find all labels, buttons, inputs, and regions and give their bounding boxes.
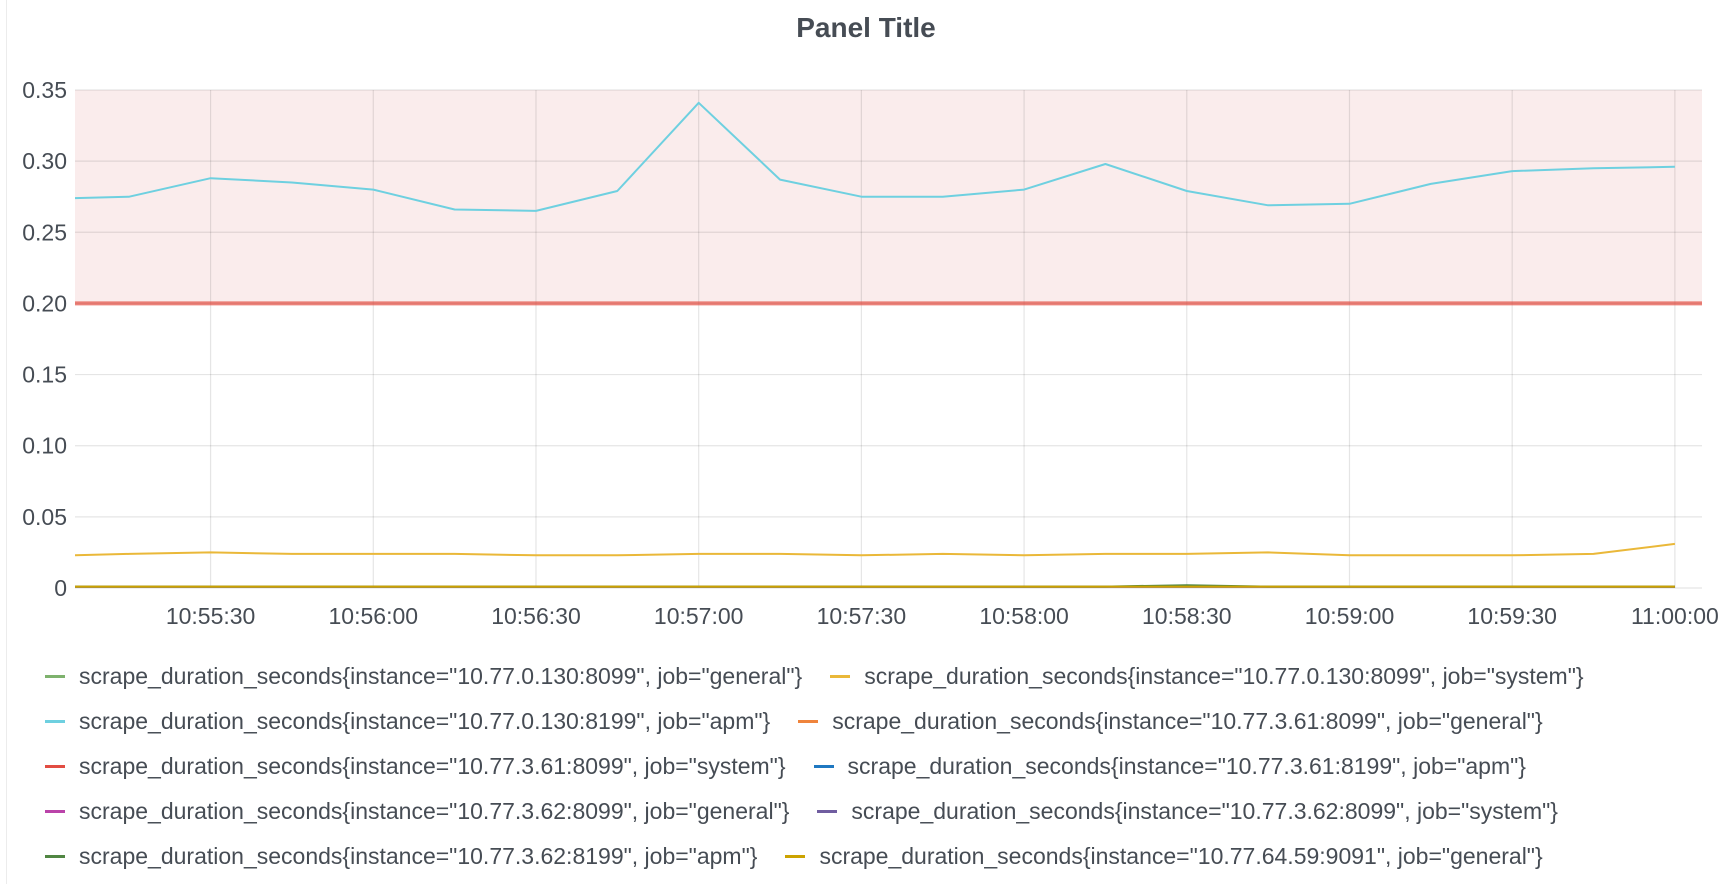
x-tick-label: 10:58:00 bbox=[979, 603, 1069, 629]
legend-item[interactable]: scrape_duration_seconds{instance="10.77.… bbox=[45, 798, 789, 825]
x-tick-label: 11:00:00 bbox=[1631, 603, 1719, 629]
x-tick-label: 10:57:30 bbox=[817, 603, 907, 629]
y-tick-label: 0.25 bbox=[22, 219, 67, 245]
x-tick-label: 10:59:30 bbox=[1467, 603, 1557, 629]
y-tick-label: 0 bbox=[54, 575, 67, 601]
legend-label: scrape_duration_seconds{instance="10.77.… bbox=[79, 708, 771, 734]
legend-item[interactable]: scrape_duration_seconds{instance="10.77.… bbox=[45, 708, 770, 735]
legend-label: scrape_duration_seconds{instance="10.77.… bbox=[79, 798, 790, 824]
legend-item[interactable]: scrape_duration_seconds{instance="10.77.… bbox=[817, 798, 1558, 825]
legend-label: scrape_duration_seconds{instance="10.77.… bbox=[864, 663, 1584, 689]
y-tick-label: 0.10 bbox=[22, 433, 67, 459]
panel-title[interactable]: Panel Title bbox=[796, 12, 936, 43]
legend-swatch bbox=[817, 810, 838, 813]
line-chart: 0 0.05 0.10 0.15 0.20 0.25 0.30 0.35 10:55:30 10:… bbox=[22, 77, 1719, 629]
series-line bbox=[74, 101, 1675, 212]
x-tick-label: 10:58:30 bbox=[1142, 603, 1232, 629]
legend-swatch bbox=[785, 855, 806, 858]
y-tick-label: 0.35 bbox=[22, 77, 67, 103]
legend-item[interactable]: scrape_duration_seconds{instance="10.77.… bbox=[830, 663, 1584, 690]
legend: scrape_duration_seconds{instance="10.77.… bbox=[45, 654, 1705, 879]
legend-swatch bbox=[813, 765, 834, 768]
graph-panel: Panel Title 0 0.05 0.10 0.15 0.20 0.25 0.30 0.3… bbox=[6, 0, 1724, 884]
legend-swatch bbox=[45, 675, 65, 678]
legend-label: scrape_duration_seconds{instance="10.77.… bbox=[819, 843, 1543, 869]
legend-row: scrape_duration_seconds{instance="10.77.… bbox=[45, 744, 1705, 789]
legend-item[interactable]: scrape_duration_seconds{instance="10.77.… bbox=[45, 663, 802, 690]
legend-item[interactable]: scrape_duration_seconds{instance="10.77.… bbox=[45, 753, 786, 780]
legend-item[interactable]: scrape_duration_seconds{instance="10.77.… bbox=[798, 708, 1543, 735]
legend-swatch bbox=[45, 765, 65, 768]
y-tick-label: 0.20 bbox=[22, 290, 67, 316]
y-tick-label: 0.05 bbox=[22, 504, 67, 530]
x-tick-label: 10:57:00 bbox=[654, 603, 744, 629]
x-tick-label: 10:59:00 bbox=[1305, 603, 1395, 629]
legend-swatch bbox=[45, 810, 65, 813]
legend-swatch bbox=[45, 855, 65, 858]
legend-label: scrape_duration_seconds{instance="10.77.… bbox=[847, 753, 1526, 779]
legend-label: scrape_duration_seconds{instance="10.77.… bbox=[79, 663, 803, 689]
y-tick-label: 0.15 bbox=[22, 362, 67, 388]
legend-label: scrape_duration_seconds{instance="10.77.… bbox=[79, 843, 758, 869]
legend-item[interactable]: scrape_duration_seconds{instance="10.77.… bbox=[813, 753, 1526, 780]
y-tick-label: 0.30 bbox=[22, 148, 67, 174]
legend-row: scrape_duration_seconds{instance="10.77.… bbox=[45, 699, 1705, 744]
legend-label: scrape_duration_seconds{instance="10.77.… bbox=[79, 753, 786, 779]
x-tick-label: 10:56:30 bbox=[491, 603, 581, 629]
legend-swatch bbox=[830, 675, 851, 678]
legend-row: scrape_duration_seconds{instance="10.77.… bbox=[45, 834, 1705, 879]
legend-row: scrape_duration_seconds{instance="10.77.… bbox=[45, 789, 1705, 834]
legend-swatch bbox=[45, 720, 65, 723]
legend-item[interactable]: scrape_duration_seconds{instance="10.77.… bbox=[785, 843, 1543, 870]
legend-label: scrape_duration_seconds{instance="10.77.… bbox=[851, 798, 1558, 824]
legend-label: scrape_duration_seconds{instance="10.77.… bbox=[832, 708, 1543, 734]
legend-item[interactable]: scrape_duration_seconds{instance="10.77.… bbox=[45, 843, 757, 870]
legend-swatch bbox=[798, 720, 819, 723]
x-tick-label: 10:56:00 bbox=[329, 603, 419, 629]
legend-row: scrape_duration_seconds{instance="10.77.… bbox=[45, 654, 1705, 699]
x-tick-label: 10:55:30 bbox=[166, 603, 256, 629]
series-line bbox=[74, 542, 1676, 557]
